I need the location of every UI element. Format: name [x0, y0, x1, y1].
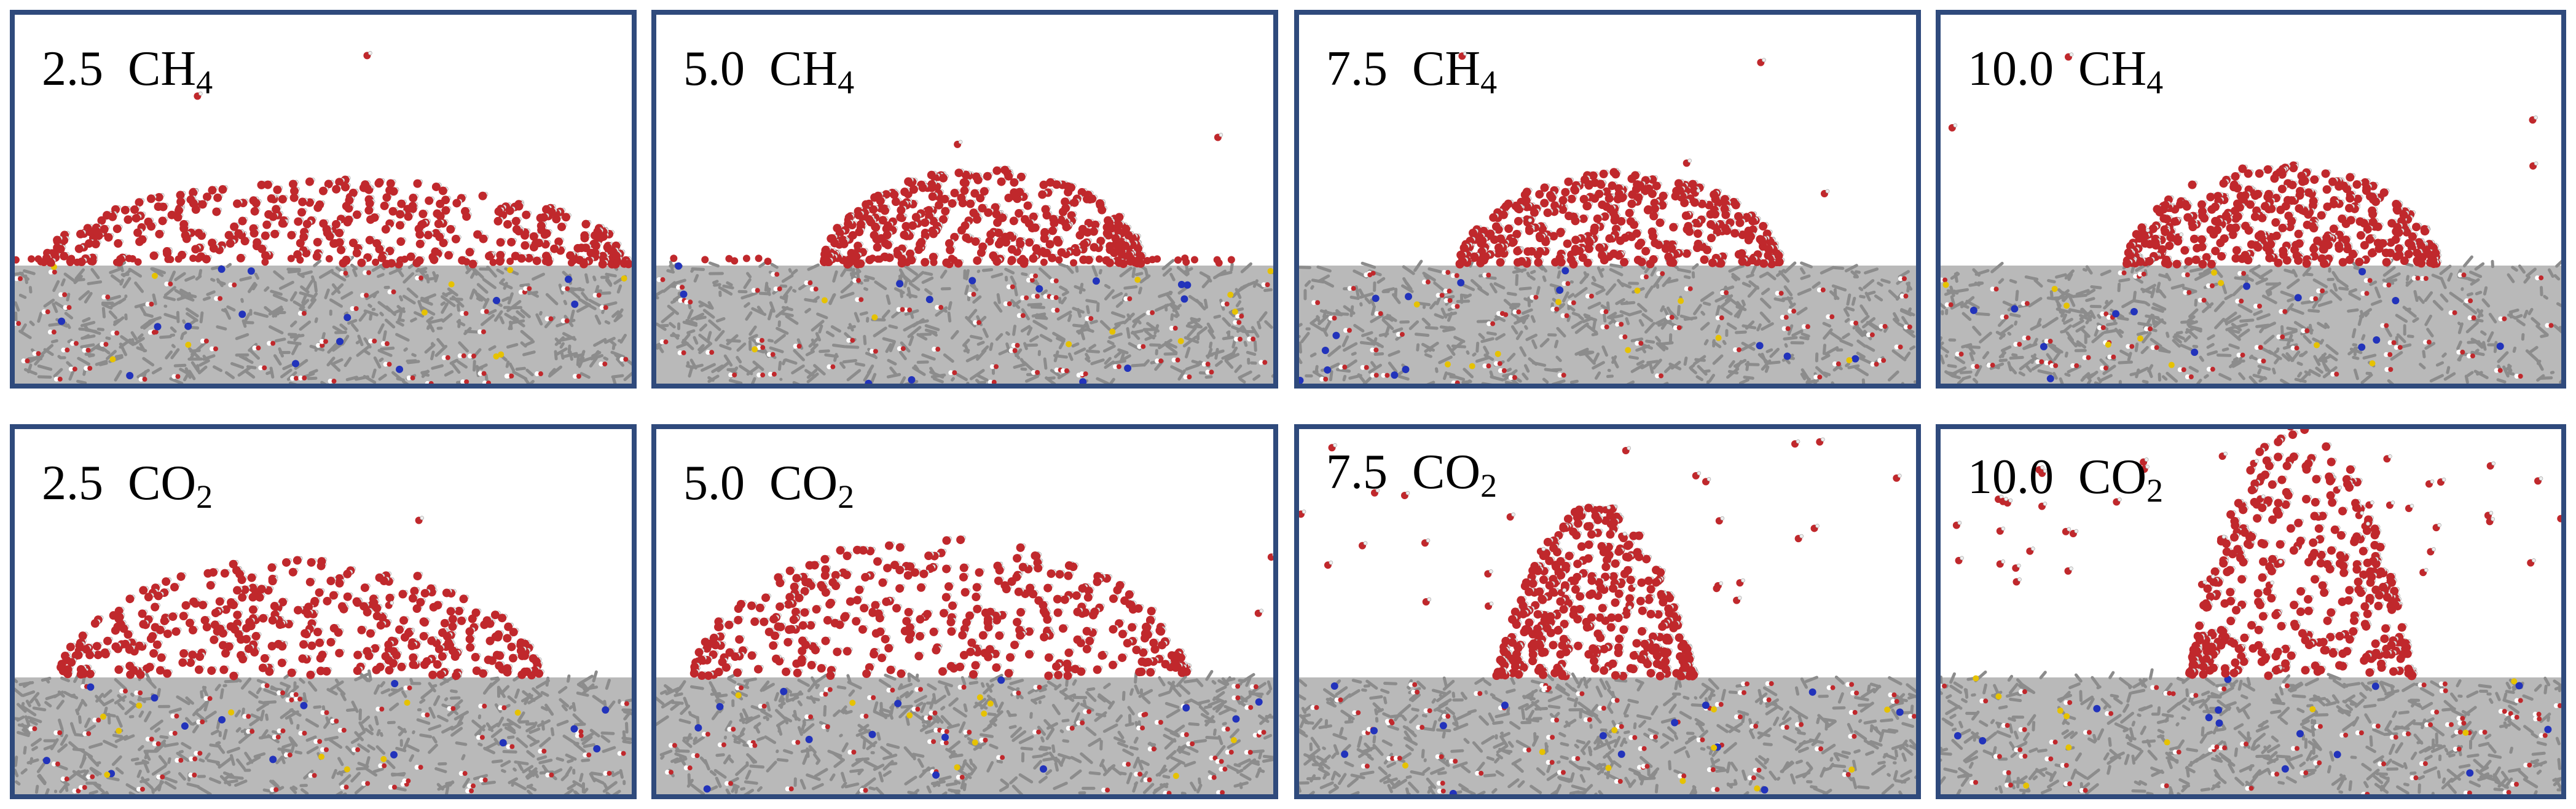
panel-label: 5.0 CH4: [683, 42, 854, 99]
water-droplet: [15, 175, 632, 269]
simulation-snapshot: [656, 535, 1273, 794]
panel-label: 7.5 CH4: [1326, 42, 1497, 99]
water-droplet: [1455, 168, 1785, 269]
substrate-slab: [1299, 669, 1916, 794]
panel-ch4-5-0: 5.0 CH4: [651, 10, 1278, 389]
gas-formula: CH: [769, 42, 838, 96]
water-droplet: [2185, 429, 2418, 681]
simulation-snapshot: [1941, 429, 2561, 794]
gas-formula: CO: [2078, 450, 2147, 504]
vapour-molecules: [1948, 52, 2539, 241]
panel-co2-2-5: 2.5 CO2: [10, 424, 637, 799]
gas-formula: CO: [769, 456, 838, 510]
panel-label: 5.0 CO2: [683, 456, 854, 513]
panel-label: 2.5 CO2: [42, 456, 213, 513]
simulation-snapshot: [15, 516, 632, 794]
vapour-molecules: [1254, 553, 1273, 617]
panel-co2-7-5: 7.5 CO2: [1294, 424, 1921, 799]
water-droplet: [670, 165, 1235, 269]
gas-subscript: 4: [196, 64, 213, 101]
vapour-molecules: [385, 516, 424, 609]
panel-label: 10.0 CH4: [1968, 42, 2163, 99]
vapour-molecules: [1299, 437, 1902, 614]
pressure-value: 2.5: [42, 42, 103, 96]
vapour-molecules: [1952, 451, 2561, 589]
substrate-slab: [656, 669, 1273, 794]
simulation-snapshot: [15, 51, 632, 384]
pressure-value: 2.5: [42, 456, 103, 510]
panel-co2-5-0: 5.0 CO2: [651, 424, 1278, 799]
water-droplet: [689, 535, 1192, 681]
simulation-snapshot: [1299, 51, 1916, 384]
gas-formula: CO: [1412, 445, 1481, 499]
panel-ch4-2-5: 2.5 CH4: [10, 10, 637, 389]
substrate-slab: [656, 259, 1273, 384]
gas-subscript: 4: [1480, 64, 1498, 101]
simulation-snapshot: [656, 133, 1273, 384]
gas-subscript: 2: [196, 478, 213, 515]
pressure-value: 7.5: [1326, 445, 1388, 499]
gas-formula: CH: [1412, 42, 1481, 96]
gas-subscript: 4: [838, 64, 855, 101]
panel-ch4-7-5: 7.5 CH4: [1294, 10, 1921, 389]
pressure-value: 7.5: [1326, 42, 1388, 96]
pressure-value: 5.0: [683, 456, 745, 510]
panel-ch4-10-0: 10.0 CH4: [1936, 10, 2566, 389]
water-droplet: [2122, 161, 2442, 269]
gas-subscript: 2: [838, 478, 855, 515]
substrate-slab: [1941, 668, 2561, 794]
gas-formula: CO: [128, 456, 197, 510]
vapour-molecules: [954, 133, 1223, 148]
substrate-slab: [1299, 259, 1916, 384]
simulation-snapshot: [1299, 437, 1916, 794]
gas-subscript: 2: [1480, 467, 1498, 504]
pressure-value: 5.0: [683, 42, 745, 96]
pressure-value: 10.0: [1968, 450, 2054, 504]
substrate-slab: [15, 669, 632, 794]
panel-label: 7.5 CO2: [1326, 445, 1497, 502]
panel-label: 10.0 CO2: [1968, 450, 2163, 507]
gas-formula: CH: [2078, 42, 2147, 96]
gas-subscript: 2: [2146, 472, 2164, 509]
pressure-value: 10.0: [1968, 42, 2054, 96]
substrate-slab: [15, 256, 632, 384]
vapour-molecules: [194, 51, 372, 100]
panel-co2-10-0: 10.0 CO2: [1936, 424, 2566, 799]
gas-formula: CH: [128, 42, 197, 96]
vapour-molecules: [1458, 51, 1830, 227]
substrate-slab: [1941, 255, 2561, 384]
simulation-snapshot: [1941, 52, 2561, 384]
gas-subscript: 4: [2146, 64, 2164, 101]
panel-label: 2.5 CH4: [42, 42, 213, 99]
water-droplet: [57, 556, 544, 681]
water-droplet: [1492, 503, 1699, 681]
